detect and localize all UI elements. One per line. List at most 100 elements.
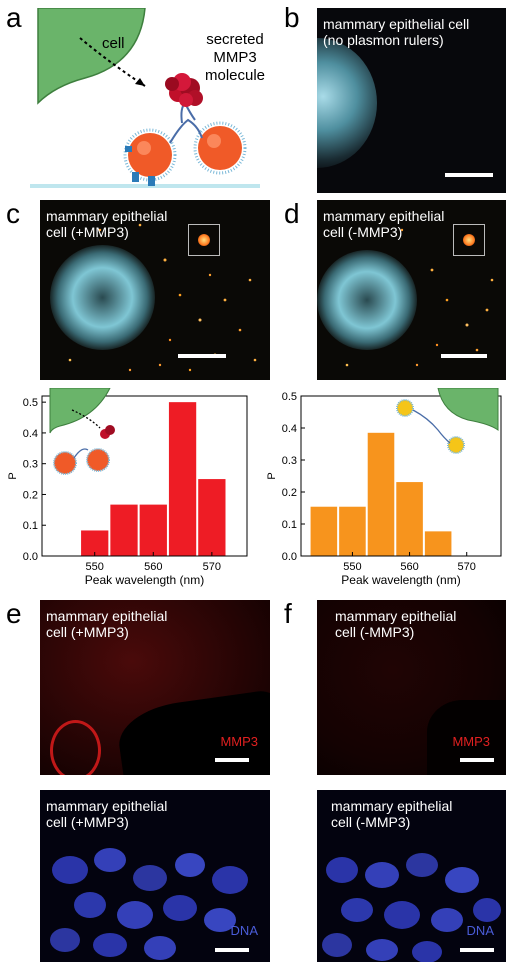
- stain-label-dna: DNA: [230, 923, 258, 938]
- panel-label-b: b: [284, 2, 300, 33]
- cell-shape: [37, 8, 146, 105]
- particle-left: [53, 451, 77, 475]
- panel-b-caption-line2: (no plasmon rulers): [323, 32, 444, 48]
- gold-particle-right: [198, 126, 242, 170]
- bar-550: [81, 530, 109, 556]
- bar-550: [339, 506, 366, 556]
- scale-bar: [178, 354, 226, 358]
- cell-shape: [49, 388, 111, 434]
- histogram-d: 550 560 570 0.0 0.1 0.2 0.3 0.4 0.5 Peak waveleng…: [266, 388, 502, 587]
- peptide-linker: [73, 448, 89, 459]
- bar-560: [139, 504, 167, 556]
- panel-b-caption-line1: mammary epithelial cell: [323, 16, 470, 32]
- anchor-center: [148, 176, 155, 186]
- y-tick-label: 0.3: [23, 459, 38, 471]
- particle-left-highlight: [137, 141, 151, 155]
- nanoparticle-spots: [345, 228, 494, 367]
- y-tick-label: 0.3: [282, 455, 297, 467]
- panel-label-e: e: [6, 598, 22, 629]
- mmp3-molecule: [165, 73, 203, 107]
- y-axis-label: P: [266, 472, 278, 479]
- panel-f-top-caption-line2: cell (-MMP3): [335, 624, 415, 640]
- panel-d-caption-line2: cell (-MMP3): [323, 224, 403, 240]
- cell-outline: [50, 720, 101, 775]
- molecule-label-line2: MMP3: [213, 49, 256, 66]
- y-tick-label: 0.5: [282, 391, 297, 403]
- panel-d-caption-line1: mammary epithelial: [323, 208, 445, 224]
- cell-glow: [317, 250, 417, 350]
- y-tick-label: 0.2: [282, 487, 297, 499]
- y-tick-label: 0.5: [23, 397, 38, 409]
- scale-bar: [215, 758, 249, 762]
- particle-right-highlight: [207, 134, 221, 148]
- bar-555: [367, 432, 395, 556]
- x-tick-label: 570: [458, 561, 476, 573]
- x-tick-label: 560: [144, 561, 162, 573]
- cell-glow: [317, 38, 377, 168]
- y-tick-label: 0.0: [282, 551, 297, 563]
- inset-particle: [463, 234, 475, 246]
- mmp3-blob: [105, 425, 115, 435]
- arrow-head: [135, 78, 145, 86]
- scale-bar: [441, 354, 487, 358]
- panel-d-micrograph: mammary epithelial cell (-MMP3): [317, 200, 506, 380]
- cell-shape: [437, 388, 499, 431]
- panel-e-bottom-caption-line1: mammary epithelial: [46, 798, 168, 814]
- y-tick-label: 0.0: [23, 551, 38, 563]
- nanoparticle-spots: [68, 223, 257, 372]
- panel-f-dna-micrograph: mammary epithelial cell (-MMP3) DNA: [317, 790, 506, 962]
- panel-f-bottom-caption-line2: cell (-MMP3): [331, 814, 411, 830]
- stain-label-dna: DNA: [466, 923, 494, 938]
- bar-545: [310, 506, 338, 556]
- molecule-label-line3: molecule: [205, 67, 265, 84]
- plot-frame: [300, 395, 502, 557]
- particle-right-shell: [193, 121, 247, 175]
- gold-particle-left: [128, 133, 172, 177]
- panel-e-top-caption-line1: mammary epithelial: [46, 608, 168, 624]
- panel-e-dna-micrograph: mammary epithelial cell (+MMP3) DNA: [40, 790, 270, 962]
- scale-bar: [445, 173, 493, 177]
- inset-box: [188, 224, 220, 256]
- panel-e-bottom-caption-line2: cell (+MMP3): [46, 814, 129, 830]
- y-tick-label: 0.2: [23, 489, 38, 501]
- dark-region: [114, 689, 270, 775]
- panel-label-a: a: [6, 2, 22, 33]
- panel-label-f: f: [284, 598, 292, 629]
- panel-c-caption-line2: cell (+MMP3): [46, 224, 129, 240]
- inset-box: [453, 224, 485, 256]
- plot-frame: [41, 395, 248, 557]
- particle-right: [86, 448, 110, 472]
- nuclei: [322, 853, 501, 962]
- nuclei: [50, 848, 248, 960]
- bar-570: [198, 479, 226, 556]
- bar-565: [424, 531, 452, 556]
- panel-c-micrograph: mammary epithelial cell (+MMP3): [40, 200, 270, 380]
- stain-label-mmp3: MMP3: [220, 734, 258, 749]
- molecule-label-line1: secreted: [206, 31, 264, 48]
- x-tick-label: 550: [86, 561, 104, 573]
- x-tick-label: 570: [203, 561, 221, 573]
- cell-label: cell: [102, 35, 125, 52]
- x-tick-label: 560: [400, 561, 418, 573]
- panel-label-c: c: [6, 198, 20, 229]
- panel-b-micrograph: mammary epithelial cell (no plasmon rule…: [317, 8, 506, 193]
- histogram-c: 550 560 570 0.0 0.1 0.2 0.3 0.4 0.5 Peak waveleng…: [7, 388, 248, 587]
- peptide-linker: [169, 118, 203, 144]
- chart-c-inset-schematic: [49, 388, 115, 475]
- scale-bar: [460, 948, 494, 952]
- y-tick-label: 0.4: [282, 423, 297, 435]
- panel-f-top-caption-line1: mammary epithelial: [335, 608, 457, 624]
- panel-f-bottom-caption-line1: mammary epithelial: [331, 798, 453, 814]
- panel-label-d: d: [284, 198, 300, 229]
- peptide-linker: [412, 409, 451, 444]
- x-axis-label: Peak wavelength (nm): [341, 573, 460, 587]
- chart-d-inset-schematic: [396, 388, 499, 454]
- panel-e-top-caption-line2: cell (+MMP3): [46, 624, 129, 640]
- bar-555: [110, 504, 138, 556]
- panel-f-mmp3-micrograph: mammary epithelial cell (-MMP3) MMP3: [317, 600, 506, 775]
- x-tick-label: 550: [343, 561, 361, 573]
- bar-560: [396, 482, 423, 556]
- inset-particle: [198, 234, 210, 246]
- panel-c-caption-line1: mammary epithelial: [46, 208, 168, 224]
- bar-565: [168, 402, 197, 556]
